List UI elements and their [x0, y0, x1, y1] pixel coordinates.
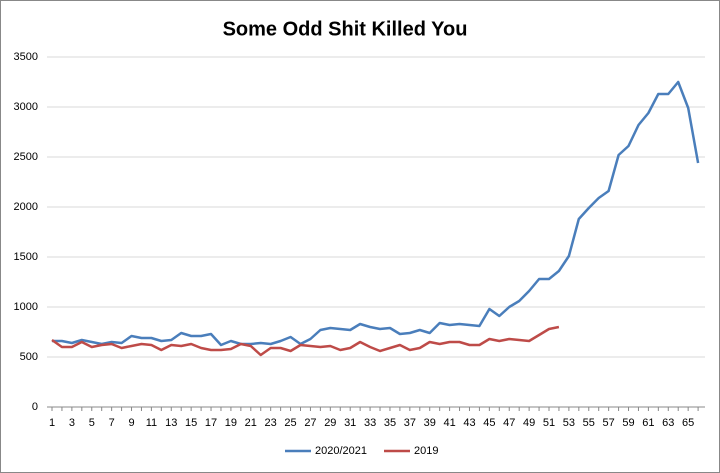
x-tick-label: 45 [483, 417, 495, 429]
x-tick-label: 39 [424, 417, 436, 429]
x-tick-label: 53 [563, 417, 575, 429]
x-tick-label: 23 [265, 417, 277, 429]
x-tick-label: 49 [523, 417, 535, 429]
x-tick-label: 51 [543, 417, 555, 429]
x-tick-label: 41 [443, 417, 455, 429]
series-line [51, 325, 560, 357]
x-tick-label: 59 [622, 417, 634, 429]
x-tick-label: 61 [642, 417, 654, 429]
y-tick-label: 2000 [14, 201, 38, 213]
x-tick-label: 15 [185, 417, 197, 429]
x-tick-label: 27 [304, 417, 316, 429]
x-tick-label: 31 [344, 417, 356, 429]
x-tick-label: 43 [463, 417, 475, 429]
y-tick-label: 1000 [14, 301, 38, 313]
x-tick-label: 47 [503, 417, 515, 429]
x-tick-label: 1 [49, 417, 55, 429]
x-tick-label: 21 [245, 417, 257, 429]
x-tick-label: 65 [682, 417, 694, 429]
y-tick-label: 3000 [14, 101, 38, 113]
y-tick-label: 500 [20, 351, 38, 363]
x-tick-label: 19 [225, 417, 237, 429]
y-tick-label: 2500 [14, 151, 38, 163]
x-tick-label: 63 [662, 417, 674, 429]
x-tick-label: 55 [583, 417, 595, 429]
series-line [52, 80, 700, 347]
x-tick-label: 11 [146, 417, 157, 429]
x-tick-label: 37 [404, 417, 416, 429]
legend-label: 2020/2021 [315, 445, 367, 457]
legend-label: 2019 [414, 445, 438, 457]
x-tick-label: 17 [205, 417, 217, 429]
y-tick-label: 1500 [14, 251, 38, 263]
x-tick-label: 57 [603, 417, 615, 429]
x-tick-label: 5 [89, 417, 95, 429]
x-tick-label: 25 [284, 417, 296, 429]
x-tick-label: 33 [364, 417, 376, 429]
x-tick-label: 7 [109, 417, 115, 429]
y-tick-label: 3500 [14, 51, 38, 63]
y-tick-label: 0 [32, 401, 38, 413]
x-tick-label: 9 [128, 417, 134, 429]
x-tick-label: 35 [384, 417, 396, 429]
chart-title: Some Odd Shit Killed You [223, 18, 468, 40]
x-tick-label: 13 [165, 417, 177, 429]
x-tick-label: 29 [324, 417, 336, 429]
x-tick-label: 3 [69, 417, 75, 429]
